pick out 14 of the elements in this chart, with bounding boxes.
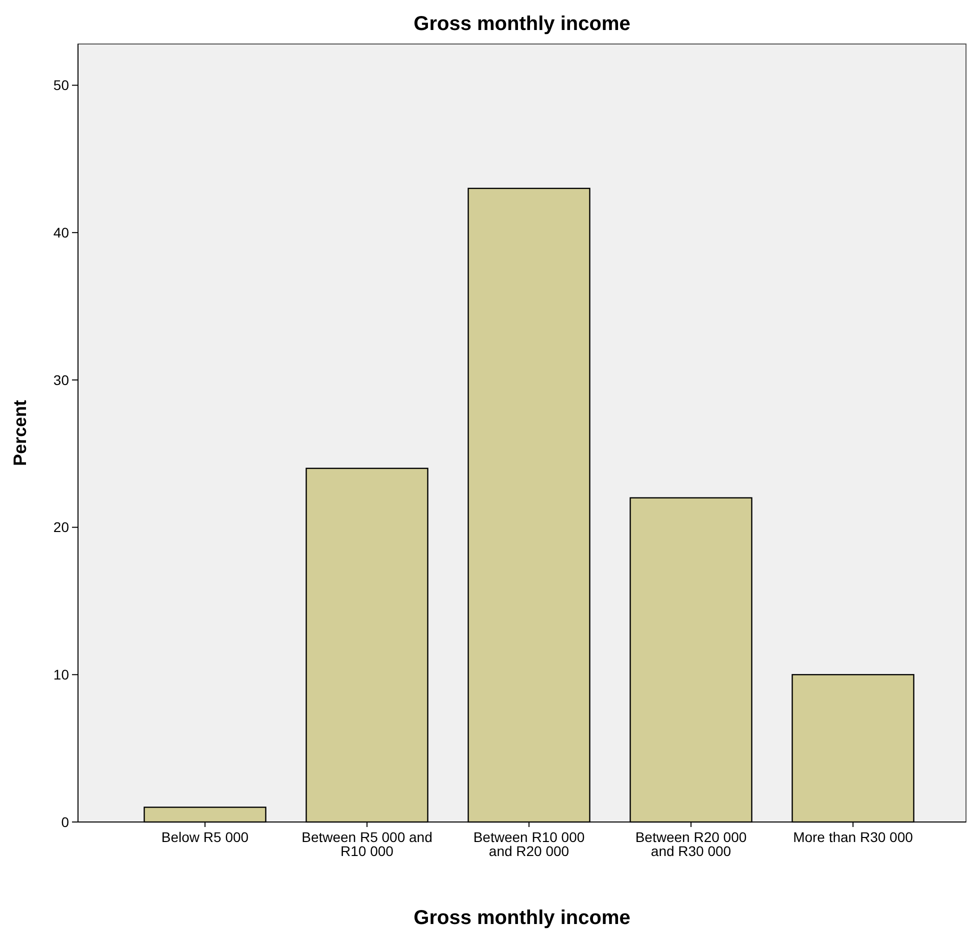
x-tick-label: Between R20 000 and R30 000 [635,829,747,859]
x-axis-title: Gross monthly income [414,907,630,929]
x-tick-label: More than R30 000 [793,829,914,845]
y-tick-label: 30 [53,372,70,388]
y-tick-label: 40 [53,224,70,241]
y-axis-title: Percent [10,400,30,466]
y-tick-label: 0 [61,814,70,830]
chart-title: Gross monthly income [414,13,630,35]
x-tick-label: Below R5 000 [161,829,249,845]
x-tick-label: Between R5 000 and R10 000 [302,829,432,859]
y-tick-label: 20 [53,519,70,536]
x-tick-label: Between R10 000 and R20 000 [473,829,585,859]
y-tick-label: 50 [53,77,70,94]
y-tick-label: 10 [53,666,70,683]
